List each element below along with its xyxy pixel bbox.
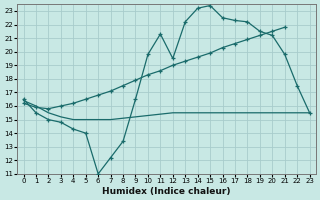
X-axis label: Humidex (Indice chaleur): Humidex (Indice chaleur): [102, 187, 231, 196]
